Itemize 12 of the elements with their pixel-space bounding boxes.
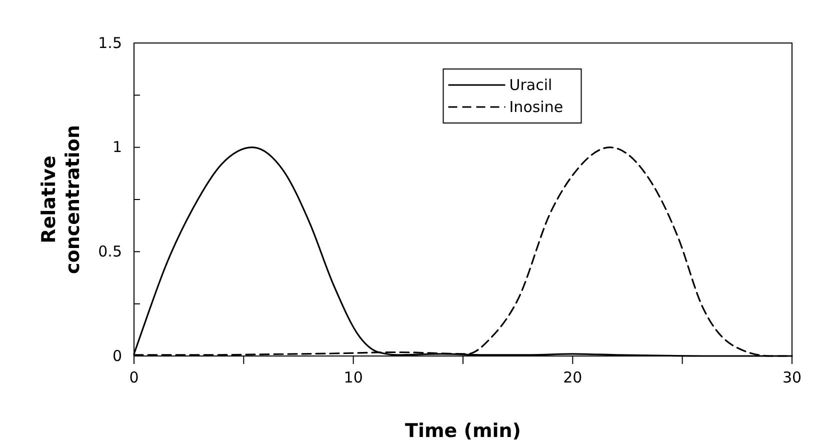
x-tick-label: 20	[563, 368, 582, 387]
x-tick-label: 30	[782, 368, 802, 387]
legend-label: Uracil	[509, 76, 552, 94]
x-tick-label: 10	[344, 368, 363, 387]
x-axis-title: Time (min)	[405, 420, 521, 442]
y-tick-label: 0.5	[98, 242, 122, 260]
y-tick-label: 1	[112, 138, 122, 156]
x-tick-label: 0	[129, 368, 139, 387]
y-tick-label: 1.5	[98, 34, 122, 52]
y-axis-title: Relative concentration	[38, 125, 84, 274]
y-tick-label: 0	[112, 346, 122, 365]
legend-label: Inosine	[509, 98, 564, 116]
